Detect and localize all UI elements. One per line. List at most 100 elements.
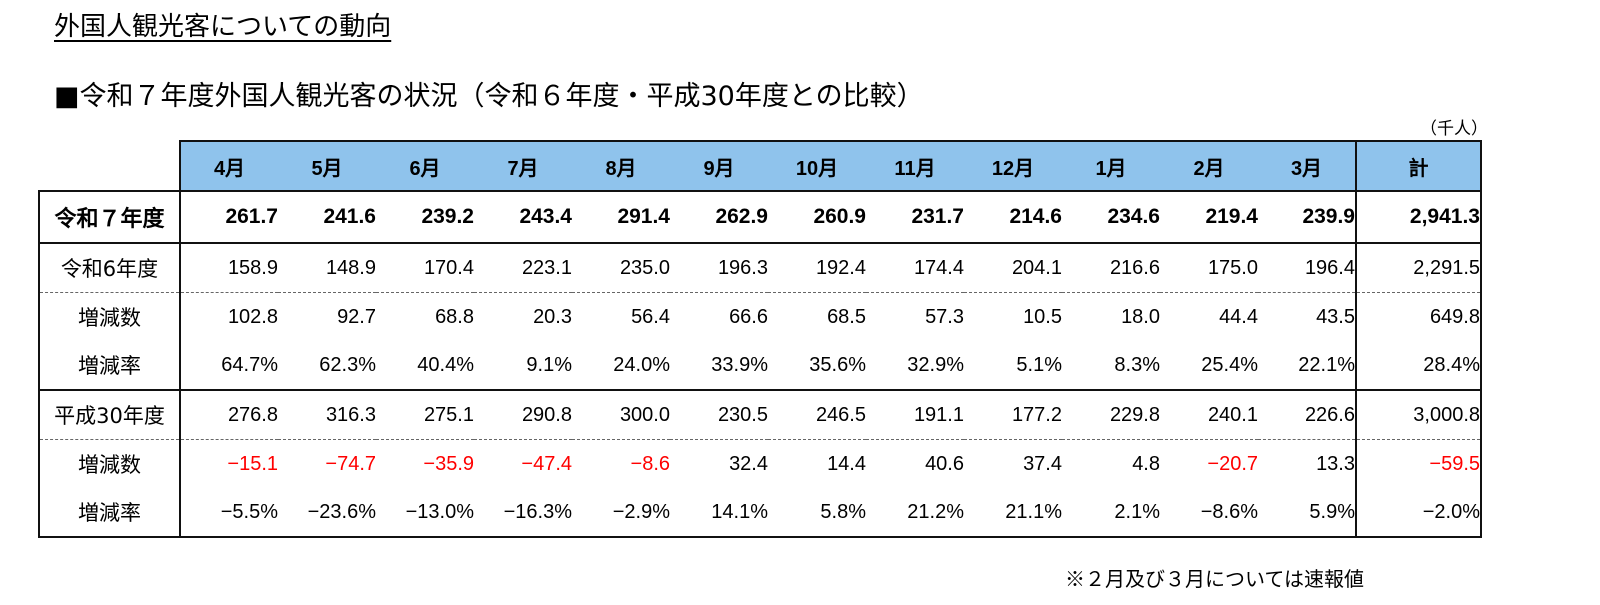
header-row: 4月 5月 6月 7月 8月 9月 10月 11月 12月 1月 2月 3月 計 (39, 140, 1482, 191)
table-cell: 10.5 (1023, 305, 1062, 328)
total-cell: −59.5 (1355, 439, 1482, 488)
table-cell: −2.9% (572, 488, 670, 538)
table-cell: 240.1 (1160, 390, 1258, 440)
row-heisei30: 平成30年度 276.8 316.3 275.1 290.8 300.0 230.5 246.… (38, 390, 1482, 440)
table-cell: 191.1 (866, 390, 964, 440)
table-cell: 230.5 (670, 390, 768, 440)
table-cell: −20.7 (1207, 452, 1258, 475)
table-cell: 66.6 (729, 305, 768, 328)
table-cell: 196.3 (670, 243, 768, 293)
table-cell: 246.5 (768, 390, 866, 440)
row-rate-heisei30: 増減率 −5.5% −23.6% −13.0% −16.3% −2.9% 14.1% 5.8%… (38, 488, 1482, 538)
table-cell: 291.4 (572, 190, 670, 244)
table-cell: 56.4 (631, 305, 670, 328)
total-cell: 28.4% (1355, 341, 1482, 391)
row-label: 平成30年度 (38, 390, 181, 440)
header-sep: 9月 (670, 140, 768, 191)
row-label: 令和6年度 (38, 243, 181, 293)
table-cell: 13.3 (1316, 452, 1355, 475)
table-cell: 316.3 (278, 390, 376, 440)
table-cell: 4.8 (1132, 452, 1160, 475)
header-total: 計 (1355, 140, 1482, 191)
table-cell: 239.2 (376, 190, 474, 244)
row-label: 増減率 (38, 341, 181, 391)
table-cell: 235.0 (572, 243, 670, 293)
table-cell: 158.9 (180, 243, 278, 293)
table-cell: 219.4 (1160, 190, 1258, 244)
table-cell: 32.9% (866, 341, 964, 391)
table-cell: 5.1% (964, 341, 1062, 391)
row-diff-reiwa6: 増減数 102.8 92.7 68.8 20.3 56.4 66.6 68.5 57.3 10.5… (38, 292, 1482, 341)
table-cell: −8.6 (630, 452, 670, 475)
unit-label: （千人） (1420, 119, 1488, 139)
table-cell: 24.0% (572, 341, 670, 391)
table-cell: 68.5 (827, 305, 866, 328)
table-cell: 102.8 (227, 305, 278, 328)
table-cell: 261.7 (180, 190, 278, 244)
header-corner (39, 141, 181, 191)
row-label: 令和７年度 (38, 190, 181, 244)
table-cell: 5.8% (768, 488, 866, 538)
table-cell: 223.1 (474, 243, 572, 293)
header-jan: 1月 (1062, 140, 1160, 191)
table-cell: 260.9 (768, 190, 866, 244)
header-feb: 2月 (1160, 140, 1258, 191)
header-oct: 10月 (768, 140, 866, 191)
table-cell: 170.4 (376, 243, 474, 293)
footnote: ※２月及び３月については速報値 (1065, 567, 1364, 591)
row-label: 増減率 (38, 488, 181, 538)
table-cell: 44.4 (1219, 305, 1258, 328)
table-cell: 68.8 (435, 305, 474, 328)
table-cell: −8.6% (1160, 488, 1258, 538)
row-label: 増減数 (38, 439, 181, 488)
table-cell: 204.1 (964, 243, 1062, 293)
row-label: 増減数 (38, 292, 181, 341)
table-cell: 241.6 (278, 190, 376, 244)
total-cell: 2,291.5 (1355, 243, 1482, 293)
table-cell: 229.8 (1062, 390, 1160, 440)
table-cell: 214.6 (964, 190, 1062, 244)
header-dec: 12月 (964, 140, 1062, 191)
table-cell: 21.1% (964, 488, 1062, 538)
header-aug: 8月 (572, 140, 670, 191)
table-cell: 234.6 (1062, 190, 1160, 244)
table-cell: 33.9% (670, 341, 768, 391)
table-cell: 239.9 (1258, 190, 1356, 244)
header-apr: 4月 (180, 140, 278, 191)
table-cell: 231.7 (866, 190, 964, 244)
table-cell: 22.1% (1258, 341, 1356, 391)
row-reiwa6: 令和6年度 158.9 148.9 170.4 223.1 235.0 196.3 192.4… (38, 243, 1482, 293)
table-cell: 216.6 (1062, 243, 1160, 293)
table-cell: 64.7% (180, 341, 278, 391)
table-cell: 40.4% (376, 341, 474, 391)
row-reiwa7: 令和７年度 261.7 241.6 239.2 243.4 291.4 262.9 260.9… (38, 190, 1482, 244)
table-cell: −47.4 (521, 452, 572, 475)
table-cell: 37.4 (1023, 452, 1062, 475)
table-cell: 9.1% (474, 341, 572, 391)
table-cell: −15.1 (227, 452, 278, 475)
page-title: 外国人観光客についての動向 (54, 12, 392, 42)
table-cell: 196.4 (1258, 243, 1356, 293)
table-cell: 43.5 (1316, 305, 1355, 328)
header-mar: 3月 (1258, 140, 1356, 191)
table-cell: 226.6 (1258, 390, 1356, 440)
table-cell: 57.3 (925, 305, 964, 328)
header-jun: 6月 (376, 140, 474, 191)
table-cell: 18.0 (1121, 305, 1160, 328)
table-cell: 2.1% (1062, 488, 1160, 538)
table-cell: 92.7 (337, 305, 376, 328)
table-cell: 177.2 (964, 390, 1062, 440)
header-may: 5月 (278, 140, 376, 191)
table-cell: 25.4% (1160, 341, 1258, 391)
table-cell: 14.4 (827, 452, 866, 475)
table-cell: 35.6% (768, 341, 866, 391)
table-cell: 62.3% (278, 341, 376, 391)
table-cell: 300.0 (572, 390, 670, 440)
table-cell: 243.4 (474, 190, 572, 244)
table-cell: 32.4 (729, 452, 768, 475)
table-cell: 276.8 (180, 390, 278, 440)
table-cell: −23.6% (278, 488, 376, 538)
table-cell: 275.1 (376, 390, 474, 440)
table-cell: −13.0% (376, 488, 474, 538)
header-nov: 11月 (866, 140, 964, 191)
